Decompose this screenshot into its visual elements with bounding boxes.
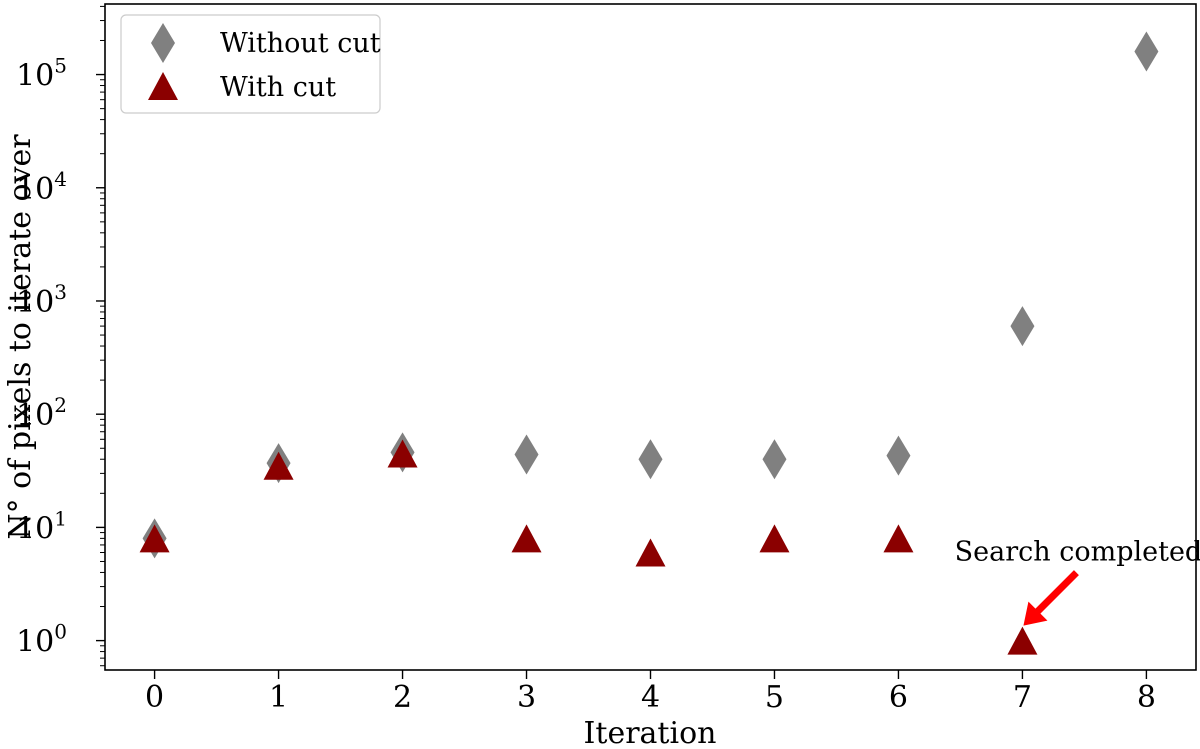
triangle-marker [148, 72, 178, 100]
x-tick-label: 7 [1013, 680, 1032, 715]
diamond-marker [886, 435, 911, 476]
legend-label: Without cut [220, 28, 381, 59]
y-axis-title: N° of pixels to iterate over [3, 134, 38, 540]
diamond-marker [514, 434, 539, 475]
x-tick-label: 1 [269, 680, 288, 715]
triangle-marker [139, 524, 170, 553]
y-tick-label: 104 [16, 167, 67, 207]
y-tick-label: 100 [16, 620, 67, 660]
triangle-marker [511, 524, 542, 553]
triangle-marker [263, 451, 294, 480]
y-tick-label: 101 [16, 506, 67, 546]
x-axis-ticks: 0 1 2 3 4 5 6 7 8 [145, 670, 1156, 715]
legend-box [120, 14, 381, 114]
triangle-marker [635, 538, 666, 567]
annotation-arrow-shaft [1033, 570, 1079, 616]
legend: Without cut With cut [120, 14, 381, 114]
x-tick-label: 3 [517, 680, 536, 715]
y-tick-label: 102 [16, 393, 67, 433]
y-tick-label: 105 [16, 54, 67, 94]
diamond-marker [1134, 31, 1159, 72]
x-tick-label: 2 [393, 680, 412, 715]
diamond-marker [762, 439, 787, 480]
annotation-arrow-head [1023, 601, 1048, 626]
annotation: Search completed [955, 537, 1200, 626]
x-tick-label: 4 [641, 680, 660, 715]
diamond-marker [1010, 306, 1035, 347]
triangle-marker [1007, 626, 1038, 655]
annotation-label: Search completed [955, 537, 1200, 568]
data-marks [139, 31, 1159, 655]
y-tick-label: 103 [16, 280, 67, 320]
x-axis-title: Iteration [584, 716, 717, 749]
x-tick-label: 0 [145, 680, 164, 715]
x-tick-label: 5 [765, 680, 784, 715]
legend-label: With cut [220, 72, 336, 103]
triangle-marker [883, 524, 914, 553]
x-tick-label: 8 [1137, 680, 1156, 715]
x-tick-label: 6 [889, 680, 908, 715]
triangle-marker [387, 439, 418, 468]
y-axis-ticks: 100 101 102 103 104 105 [16, 5, 105, 667]
diamond-marker [638, 439, 663, 480]
triangle-marker [759, 524, 790, 553]
diamond-marker [151, 23, 175, 63]
